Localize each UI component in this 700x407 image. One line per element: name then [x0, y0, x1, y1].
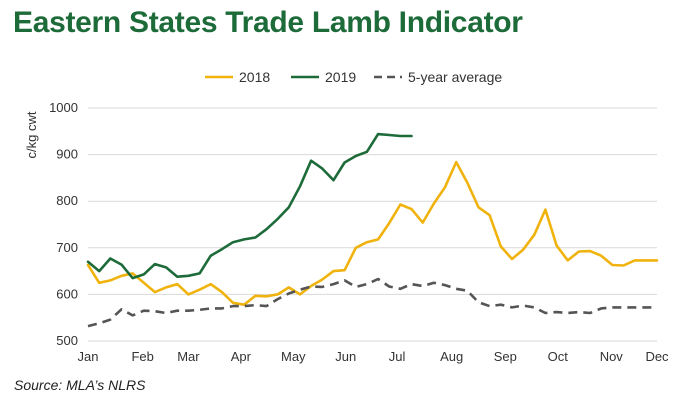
y-tick-500: 500: [56, 333, 78, 348]
x-tick-dec: Dec: [645, 349, 669, 364]
x-tick-labels: Jan Feb Mar Apr May Jun Jul Aug Sep Oct Nov Dec: [78, 349, 670, 364]
x-tick-sep: Sep: [494, 349, 517, 364]
y-tick-labels: 500 600 700 800 900 1000: [49, 100, 78, 348]
y-tick-600: 600: [56, 286, 78, 301]
x-tick-may: May: [281, 349, 306, 364]
legend-label-2019: 2019: [325, 69, 356, 85]
source-note: Source: MLA’s NLRS: [14, 377, 146, 393]
y-tick-900: 900: [56, 147, 78, 162]
y-tick-700: 700: [56, 240, 78, 255]
legend-label-2018: 2018: [239, 69, 270, 85]
series-line-2018: [86, 160, 659, 307]
series-line-5-year-average: [87, 277, 657, 328]
x-tick-aug: Aug: [440, 349, 463, 364]
x-tick-apr: Apr: [231, 349, 252, 364]
y-tick-1000: 1000: [49, 100, 78, 115]
x-tick-oct: Oct: [548, 349, 569, 364]
x-tick-nov: Nov: [600, 349, 624, 364]
y-axis-label: c/kg cwt: [24, 111, 39, 158]
legend-label-5-year-average: 5-year average: [408, 69, 502, 85]
series-line-2019: [86, 132, 413, 280]
gridlines: [88, 107, 657, 342]
x-tick-jan: Jan: [78, 349, 99, 364]
x-tick-jul: Jul: [389, 349, 406, 364]
chart-title: Eastern States Trade Lamb Indicator: [13, 6, 523, 39]
x-tick-feb: Feb: [131, 349, 153, 364]
y-tick-800: 800: [56, 193, 78, 208]
legend: 2018 2019 5-year average: [205, 69, 502, 85]
x-tick-jun: Jun: [335, 349, 356, 364]
x-tick-mar: Mar: [177, 349, 200, 364]
series-lines: [86, 132, 659, 328]
